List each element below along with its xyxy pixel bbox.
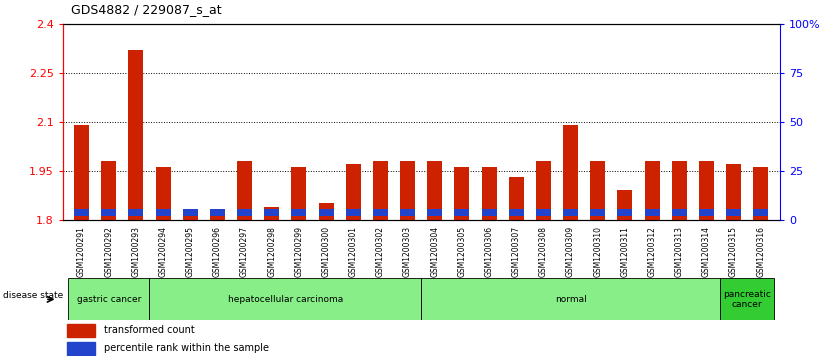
Bar: [128, 50, 143, 220]
Text: GSM1200301: GSM1200301: [349, 226, 358, 277]
Bar: [183, 210, 198, 220]
Text: GSM1200298: GSM1200298: [267, 226, 276, 277]
Text: GSM1200296: GSM1200296: [213, 226, 222, 277]
Text: GSM1200299: GSM1200299: [294, 226, 304, 277]
Text: GSM1200297: GSM1200297: [240, 226, 249, 277]
Text: transformed count: transformed count: [103, 325, 194, 335]
Bar: [720, 278, 774, 320]
Bar: [74, 209, 89, 216]
Text: GSM1200311: GSM1200311: [620, 226, 630, 277]
Text: GSM1200304: GSM1200304: [430, 226, 440, 277]
Bar: [455, 209, 470, 216]
Bar: [617, 209, 632, 216]
Bar: [149, 278, 421, 320]
Text: GSM1200310: GSM1200310: [593, 226, 602, 277]
Bar: [101, 161, 116, 220]
Bar: [427, 161, 442, 220]
Bar: [264, 207, 279, 220]
Bar: [291, 167, 306, 220]
Bar: [400, 161, 415, 220]
Bar: [319, 209, 334, 216]
Bar: [481, 209, 496, 216]
Bar: [156, 167, 170, 220]
Text: GSM1200315: GSM1200315: [729, 226, 738, 277]
Text: GSM1200291: GSM1200291: [77, 226, 86, 277]
Text: GSM1200313: GSM1200313: [675, 226, 684, 277]
Bar: [726, 164, 741, 220]
Text: GSM1200312: GSM1200312: [647, 226, 656, 277]
Text: pancreatic
cancer: pancreatic cancer: [723, 290, 771, 309]
Bar: [699, 209, 714, 216]
Bar: [67, 324, 94, 337]
Text: GSM1200303: GSM1200303: [403, 226, 412, 277]
Bar: [617, 190, 632, 220]
Bar: [68, 278, 149, 320]
Bar: [421, 278, 720, 320]
Bar: [400, 209, 415, 216]
Bar: [455, 167, 470, 220]
Bar: [590, 161, 605, 220]
Bar: [753, 167, 768, 220]
Bar: [210, 209, 225, 216]
Bar: [101, 209, 116, 216]
Text: GSM1200309: GSM1200309: [566, 226, 575, 277]
Bar: [346, 209, 361, 216]
Bar: [128, 209, 143, 216]
Bar: [427, 209, 442, 216]
Text: normal: normal: [555, 295, 586, 304]
Bar: [264, 209, 279, 216]
Bar: [672, 161, 686, 220]
Text: GSM1200316: GSM1200316: [756, 226, 766, 277]
Text: GSM1200302: GSM1200302: [376, 226, 385, 277]
Bar: [536, 209, 551, 216]
Bar: [237, 161, 252, 220]
Bar: [481, 167, 496, 220]
Bar: [74, 125, 89, 220]
Bar: [536, 161, 551, 220]
Text: GSM1200307: GSM1200307: [512, 226, 520, 277]
Bar: [509, 177, 524, 220]
Text: GSM1200308: GSM1200308: [539, 226, 548, 277]
Bar: [291, 209, 306, 216]
Text: GSM1200293: GSM1200293: [132, 226, 140, 277]
Bar: [346, 164, 361, 220]
Bar: [210, 210, 225, 220]
Text: percentile rank within the sample: percentile rank within the sample: [103, 343, 269, 354]
Text: GSM1200295: GSM1200295: [186, 226, 195, 277]
Text: GSM1200314: GSM1200314: [702, 226, 711, 277]
Bar: [67, 342, 94, 355]
Bar: [590, 209, 605, 216]
Text: GSM1200294: GSM1200294: [158, 226, 168, 277]
Bar: [563, 125, 578, 220]
Bar: [509, 209, 524, 216]
Text: GSM1200305: GSM1200305: [457, 226, 466, 277]
Text: gastric cancer: gastric cancer: [77, 295, 141, 304]
Bar: [753, 209, 768, 216]
Bar: [672, 209, 686, 216]
Bar: [319, 203, 334, 220]
Text: GSM1200292: GSM1200292: [104, 226, 113, 277]
Bar: [183, 209, 198, 216]
Text: hepatocellular carcinoma: hepatocellular carcinoma: [228, 295, 343, 304]
Text: disease state: disease state: [3, 291, 63, 299]
Bar: [645, 209, 660, 216]
Bar: [645, 161, 660, 220]
Text: GSM1200300: GSM1200300: [322, 226, 330, 277]
Bar: [373, 209, 388, 216]
Bar: [699, 161, 714, 220]
Bar: [156, 209, 170, 216]
Bar: [563, 209, 578, 216]
Bar: [726, 209, 741, 216]
Bar: [373, 161, 388, 220]
Bar: [237, 209, 252, 216]
Text: GDS4882 / 229087_s_at: GDS4882 / 229087_s_at: [71, 3, 222, 16]
Text: GSM1200306: GSM1200306: [485, 226, 494, 277]
